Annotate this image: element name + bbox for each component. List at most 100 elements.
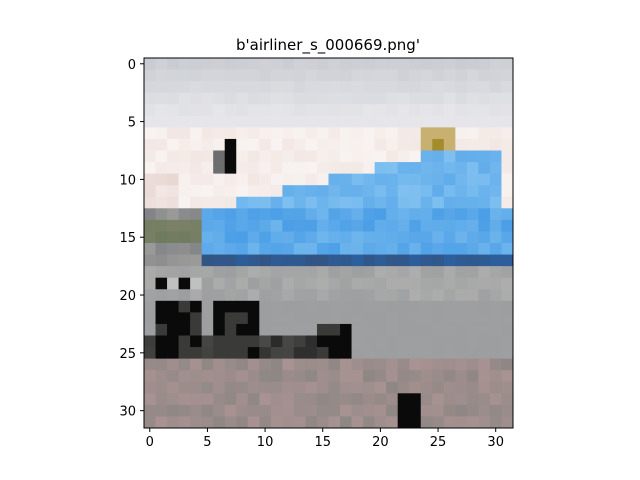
image-pixel	[201, 115, 214, 128]
image-pixel	[144, 300, 156, 313]
image-pixel	[259, 266, 272, 279]
image-pixel	[489, 323, 502, 336]
image-pixel	[443, 312, 456, 325]
image-pixel	[466, 196, 479, 209]
image-pixel	[224, 81, 237, 94]
image-pixel	[443, 381, 456, 394]
image-pixel	[501, 358, 514, 371]
image-pixel	[190, 266, 203, 279]
image-pixel	[305, 208, 318, 221]
image-pixel	[351, 254, 364, 267]
image-pixel	[270, 266, 283, 279]
image-pixel	[190, 150, 203, 163]
image-pixel	[282, 81, 295, 94]
image-pixel	[293, 196, 306, 209]
image-pixel	[443, 162, 456, 175]
image-pixel	[247, 300, 260, 313]
image-pixel	[282, 266, 295, 279]
image-pixel	[259, 358, 272, 371]
image-pixel	[247, 115, 260, 128]
image-pixel	[144, 231, 156, 244]
image-pixel	[386, 347, 399, 360]
image-pixel	[259, 277, 272, 290]
image-pixel	[374, 138, 387, 151]
image-pixel	[420, 185, 433, 198]
image-pixel	[386, 312, 399, 325]
image-pixel	[374, 393, 387, 406]
image-pixel	[363, 138, 376, 151]
image-pixel	[270, 173, 283, 186]
image-pixel	[455, 231, 468, 244]
image-pixel	[259, 300, 272, 313]
image-pixel	[270, 150, 283, 163]
image-pixel	[374, 69, 387, 82]
image-pixel	[374, 196, 387, 209]
image-pixel	[236, 162, 249, 175]
image-pixel	[328, 347, 341, 360]
image-pixel	[293, 358, 306, 371]
image-pixel	[270, 162, 283, 175]
image-pixel	[478, 150, 491, 163]
image-pixel	[363, 162, 376, 175]
image-pixel	[213, 300, 226, 313]
image-pixel	[432, 347, 445, 360]
image-pixel	[340, 335, 352, 348]
image-pixel	[432, 69, 445, 82]
image-pixel	[466, 323, 479, 336]
image-pixel	[178, 81, 191, 94]
image-pixel	[270, 58, 283, 70]
image-pixel	[270, 208, 283, 221]
image-pixel	[340, 243, 352, 255]
image-pixel	[316, 381, 329, 394]
image-pixel	[236, 300, 249, 313]
image-pixel	[190, 393, 203, 406]
image-pixel	[397, 254, 410, 267]
image-pixel	[213, 358, 226, 371]
image-pixel	[420, 254, 433, 267]
image-pixel	[316, 254, 329, 267]
image-pixel	[316, 92, 329, 105]
image-pixel	[420, 138, 433, 151]
image-pixel	[340, 277, 352, 290]
image-pixel	[236, 173, 249, 186]
image-pixel	[247, 370, 260, 383]
image-pixel	[501, 162, 514, 175]
image-pixel	[455, 323, 468, 336]
image-pixel	[328, 58, 341, 70]
image-pixel	[178, 104, 191, 117]
image-pixel	[501, 138, 514, 151]
image-pixel	[489, 173, 502, 186]
image-pixel	[305, 138, 318, 151]
image-pixel	[489, 404, 502, 417]
image-pixel	[374, 254, 387, 267]
image-pixel	[340, 81, 352, 94]
image-pixel	[409, 196, 422, 209]
image-pixel	[282, 416, 295, 429]
image-pixel	[282, 92, 295, 105]
image-pixel	[386, 196, 399, 209]
image-pixel	[432, 335, 445, 348]
image-pixel	[501, 312, 514, 325]
image-pixel	[478, 347, 491, 360]
image-pixel	[340, 92, 352, 105]
image-pixel	[374, 243, 387, 255]
image-pixel	[224, 219, 237, 232]
image-pixel	[386, 138, 399, 151]
image-pixel	[420, 416, 433, 429]
image-pixel	[478, 219, 491, 232]
image-pixel	[247, 266, 260, 279]
image-pixel	[432, 381, 445, 394]
image-pixel	[144, 404, 156, 417]
image-pixel	[259, 254, 272, 267]
image-pixel	[178, 115, 191, 128]
image-pixel	[213, 115, 226, 128]
image-pixel	[270, 92, 283, 105]
image-pixel	[397, 277, 410, 290]
image-pixel	[328, 277, 341, 290]
image-pixel	[155, 416, 168, 429]
image-pixel	[155, 69, 168, 82]
image-pixel	[432, 127, 445, 140]
image-pixel	[443, 196, 456, 209]
image-pixel	[489, 277, 502, 290]
image-pixel	[328, 416, 341, 429]
